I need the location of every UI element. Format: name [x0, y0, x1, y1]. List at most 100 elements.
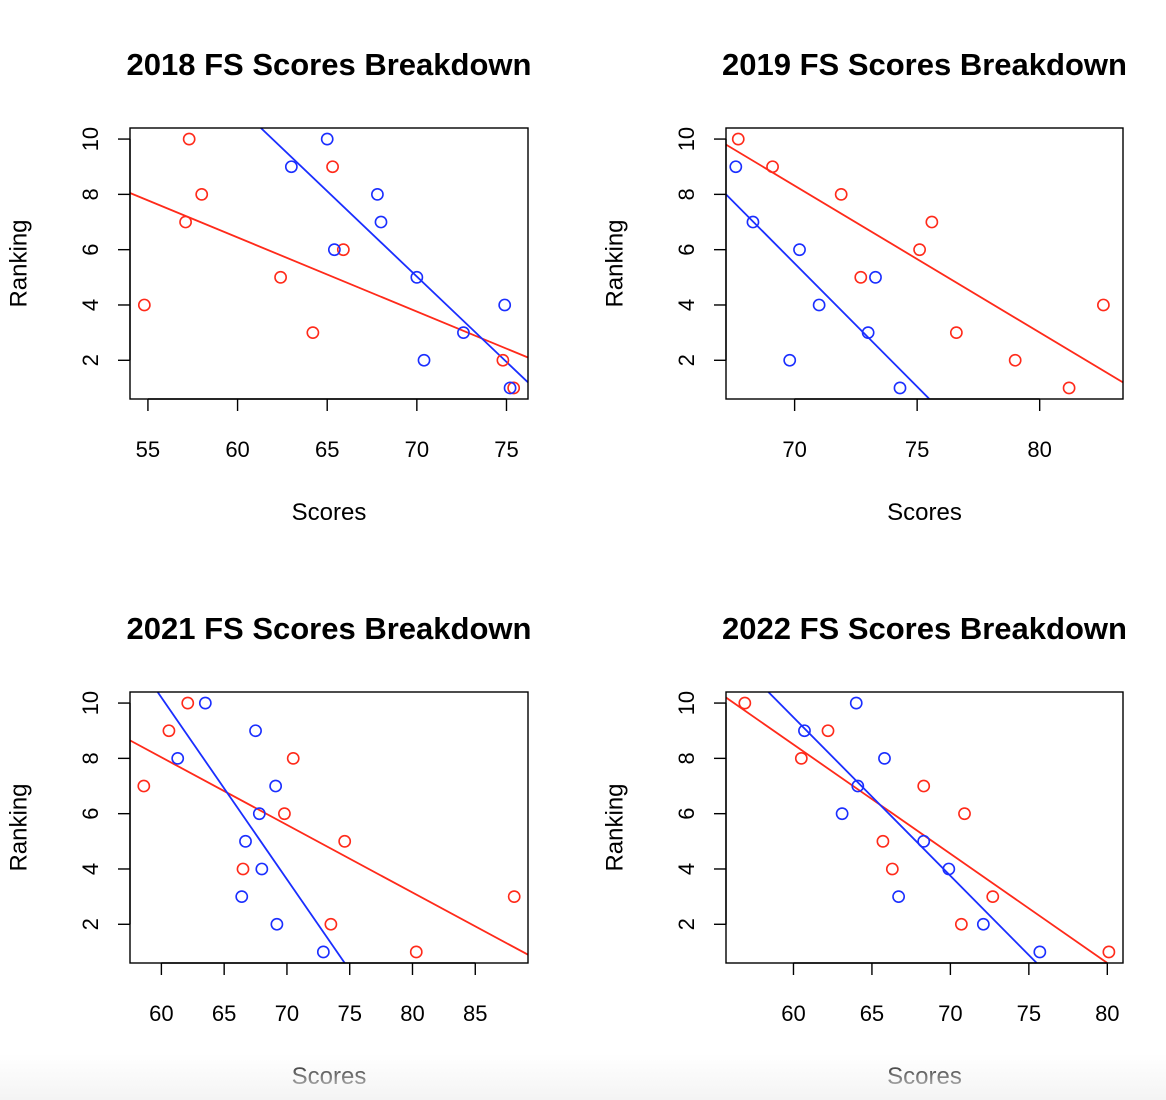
point-blue [171, 751, 185, 765]
point-red [182, 132, 196, 146]
point-blue [270, 917, 284, 931]
x-tick-label: 80 [1095, 1001, 1119, 1026]
x-tick-label: 85 [463, 1001, 487, 1026]
chart-title: 2022 FS Scores Breakdown [722, 611, 1127, 646]
fit-line-blue [767, 692, 1038, 963]
point-blue [327, 243, 341, 257]
point-red [1102, 945, 1116, 959]
point-blue [893, 381, 907, 395]
point-blue [235, 890, 249, 904]
chart-panel-3: 2021 FS Scores Breakdown 60 65 70 75 80 85 2 4 6 8… [5, 611, 531, 1090]
fit-line-blue [260, 128, 528, 384]
point-blue [1033, 945, 1047, 959]
point-blue [417, 353, 431, 367]
point-red [954, 917, 968, 931]
fit-line-blue [156, 692, 346, 963]
point-blue [746, 215, 760, 229]
fit-line-red [130, 192, 528, 359]
point-red [913, 243, 926, 257]
point-blue [252, 807, 266, 821]
point-blue [371, 187, 384, 201]
point-blue [316, 945, 330, 959]
y-tick-label: 6 [78, 244, 103, 256]
point-blue [498, 298, 512, 312]
x-tick-label: 60 [149, 1001, 173, 1026]
point-red [338, 834, 352, 848]
point-blue [851, 779, 865, 793]
point-blue [729, 160, 743, 174]
plot-area [726, 143, 1123, 399]
point-red [137, 779, 151, 793]
point-red [821, 724, 835, 738]
plot-frame [725, 691, 1124, 964]
chart-title: 2021 FS Scores Breakdown [127, 611, 532, 646]
fit-line-red [130, 739, 528, 956]
y-tick-label: 10 [78, 127, 103, 151]
point-red [181, 696, 195, 710]
y-tick-label: 8 [78, 188, 103, 200]
point-red [195, 187, 209, 201]
point-blue [783, 353, 797, 367]
x-axis: 70 75 80 [782, 398, 1052, 462]
chart-panel-2: 2019 FS Scores Breakdown 70 75 80 2 4 6 8 10 Scor… [601, 47, 1127, 526]
y-tick-label: 8 [674, 188, 699, 200]
x-axis: 55 60 65 70 75 [136, 398, 519, 462]
x-tick-label: 75 [1017, 1001, 1041, 1026]
x-tick-label: 60 [225, 437, 249, 462]
x-tick-label: 70 [938, 1001, 962, 1026]
point-red [1008, 353, 1022, 367]
chart-title: 2019 FS Scores Breakdown [722, 47, 1127, 82]
y-tick-label: 2 [674, 918, 699, 930]
point-red [236, 862, 250, 876]
point-red [854, 270, 868, 284]
point-red [286, 751, 300, 765]
point-red [278, 807, 291, 821]
y-axis: 2 4 6 8 10 [78, 127, 131, 366]
point-red [409, 945, 423, 959]
point-red [834, 187, 848, 201]
y-tick-label: 6 [674, 808, 699, 820]
point-blue [503, 381, 517, 395]
point-red [738, 696, 752, 710]
point-blue [878, 751, 891, 765]
x-tick-label: 65 [315, 437, 339, 462]
point-red [1062, 381, 1076, 395]
chart-panel-4: 2022 FS Scores Breakdown 60 65 70 75 80 2 4 6 8 10… [601, 611, 1127, 1090]
x-tick-label: 70 [782, 437, 806, 462]
point-red [949, 326, 963, 340]
x-axis-label: Scores [887, 1063, 962, 1090]
point-blue [835, 807, 849, 821]
chart-panel-1: 2018 FS Scores Breakdown 55 60 65 70 75 2 4 6 8 10… [5, 47, 531, 526]
point-blue [942, 862, 956, 876]
point-blue [269, 779, 283, 793]
y-tick-label: 4 [78, 299, 103, 311]
y-axis: 2 4 6 8 10 [674, 691, 727, 930]
plot-frame [129, 127, 529, 400]
y-tick-label: 4 [674, 863, 699, 875]
y-axis-label: Ranking [5, 219, 32, 307]
point-blue [812, 298, 826, 312]
x-tick-label: 75 [905, 437, 929, 462]
point-blue [976, 917, 990, 931]
point-red [274, 270, 287, 284]
point-red [986, 890, 1000, 904]
fit-line-red [726, 143, 1123, 384]
point-blue [255, 862, 269, 876]
y-tick-label: 6 [78, 808, 103, 820]
x-axis: 60 65 70 75 80 [781, 962, 1120, 1026]
plot-area [130, 128, 528, 384]
point-red [794, 751, 808, 765]
x-axis-label: Scores [292, 1063, 367, 1090]
plot-area [726, 692, 1108, 963]
x-tick-label: 65 [860, 1001, 884, 1026]
point-blue [374, 215, 388, 229]
point-blue [198, 696, 212, 710]
y-tick-label: 10 [674, 127, 699, 151]
point-red [507, 381, 521, 395]
y-tick-label: 8 [674, 752, 699, 764]
y-axis: 2 4 6 8 10 [674, 127, 727, 366]
point-blue [284, 160, 298, 174]
point-red [179, 215, 192, 229]
y-tick-label: 4 [78, 863, 103, 875]
